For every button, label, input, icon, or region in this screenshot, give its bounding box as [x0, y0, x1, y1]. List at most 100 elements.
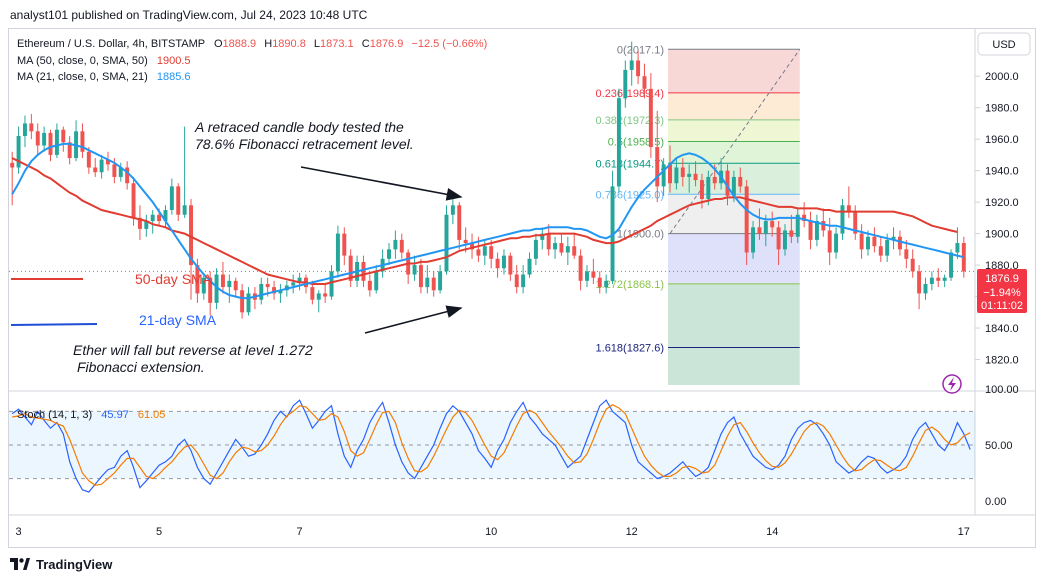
candle-body [118, 167, 123, 177]
stoch-d-value: 61.05 [138, 409, 166, 421]
currency-button[interactable]: USD [977, 32, 1031, 56]
change-value: −12.5 (−0.66%) [411, 38, 487, 50]
legend: Ethereum / U.S. Dollar, 4h, BITSTAMP O18… [17, 38, 487, 83]
candle-body [233, 280, 238, 291]
annotation-top-line1: A retraced candle body tested the [194, 119, 404, 135]
candle-body [150, 214, 155, 222]
candle-body [527, 258, 532, 275]
candle-body [610, 186, 615, 281]
candle-body [387, 249, 391, 259]
candle-body [572, 246, 577, 256]
candle-body [61, 129, 66, 143]
candle-body [853, 211, 858, 234]
candle-body [540, 233, 545, 240]
open-value: 1888.9 [223, 38, 257, 50]
candle-body [246, 293, 251, 313]
badge-countdown: 01:11:02 [981, 300, 1023, 312]
candle-body [431, 277, 436, 291]
candle-body [846, 205, 851, 212]
candle-body [699, 180, 704, 199]
fib-level-label: 0.382(1972.3) [596, 115, 665, 127]
fib-zone [668, 141, 800, 164]
fib-level-label: 0.236(1989.4) [596, 88, 665, 100]
high-value: 1890.8 [272, 38, 306, 50]
fib-trendline [669, 49, 801, 234]
time-axis[interactable]: 35710121417192124 [16, 526, 1035, 538]
tradingview-logo-icon [10, 558, 30, 570]
ma21-value: 1885.6 [157, 71, 191, 83]
candle-body [942, 277, 947, 281]
publisher-line: analyst101 published on TradingView.com,… [10, 8, 368, 22]
candle-body [949, 252, 954, 278]
candle-body [744, 186, 749, 253]
candle-body [163, 210, 168, 222]
time-tick-label: 7 [297, 526, 303, 538]
candle-body [559, 243, 564, 253]
lightning-icon[interactable] [942, 374, 962, 394]
symbol-title: Ethereum / U.S. Dollar, 4h, BITSTAMP [17, 38, 205, 50]
footer: TradingView [10, 554, 112, 574]
candle-body [712, 176, 717, 184]
candle-body [508, 255, 513, 275]
time-tick-label: 12 [626, 526, 638, 538]
stoch-tick-label: 0.00 [985, 496, 1006, 508]
candle-body [604, 280, 609, 288]
candle-body [642, 76, 647, 89]
candle-body [763, 221, 768, 234]
badge-price: 1876.9 [985, 273, 1019, 285]
candle-body [278, 290, 283, 294]
analyst-annotations: A retraced candle body tested the 78.6% … [73, 119, 463, 375]
ma50-label: MA (50, close, 0, SMA, 50) [17, 55, 148, 67]
candle-body [897, 236, 902, 250]
time-tick-label: 10 [485, 526, 497, 538]
candle-body [227, 280, 232, 288]
chart-frame: 0(2017.1) 0.236(1989.4) 0.382(1972.3) 0.5(1… [8, 28, 1036, 548]
candle-body [776, 227, 781, 250]
price-tick-label: 1840.0 [985, 323, 1019, 335]
candle-body [553, 243, 558, 250]
fibonacci-tool[interactable]: 0(2017.1) 0.236(1989.4) 0.382(1972.3) 0.5(1… [596, 44, 801, 385]
candlesticks [10, 41, 966, 319]
candle-body [176, 186, 181, 215]
candle-body [425, 277, 430, 288]
price-axis[interactable]: 1820.01840.01860.01880.01900.01920.01940… [975, 71, 1019, 367]
fib-level-label: 0.786(1925.0) [596, 189, 665, 201]
candle-body [125, 167, 130, 184]
candle-body [578, 255, 583, 281]
candle-body [597, 277, 602, 288]
time-tick-label: 3 [16, 526, 22, 538]
candle-body [693, 173, 698, 181]
candle-body [616, 98, 621, 187]
badge-change: −1.94% [983, 287, 1021, 299]
candle-body [316, 293, 321, 300]
ma21-label: MA (21, close, 0, SMA, 21) [17, 71, 148, 83]
price-tick-label: 1820.0 [985, 355, 1019, 367]
ma50-value: 1900.5 [157, 55, 191, 67]
candle-body [42, 132, 47, 146]
svg-text:MA (50, close, 0, SMA, 50): MA (50, close, 0, SMA, 50) 1900.5 [17, 55, 191, 67]
fib-zone [668, 119, 800, 142]
stoch-tick-label: 100.00 [985, 384, 1019, 396]
candle-body [808, 221, 813, 240]
candle-body [54, 129, 59, 155]
annotation-bottom-line1: Ether will fall but reverse at level 1.2… [73, 342, 313, 358]
candle-body [323, 293, 328, 297]
candle-body [751, 227, 756, 253]
time-tick-label: 14 [766, 526, 778, 538]
candle-body [393, 239, 398, 250]
candle-body [240, 290, 245, 313]
candle-body [706, 176, 711, 199]
candle-body [814, 221, 819, 240]
candle-body [661, 164, 666, 187]
candle-body [668, 164, 672, 184]
candle-body [923, 283, 928, 294]
candle-body [144, 221, 149, 229]
candle-body [885, 239, 890, 256]
candle-body [131, 183, 136, 218]
candle-body [585, 271, 589, 281]
fib-zone [668, 92, 800, 120]
candle-body [374, 271, 379, 291]
candle-body [789, 230, 794, 237]
candle-body [412, 265, 417, 275]
candle-body [878, 246, 883, 256]
